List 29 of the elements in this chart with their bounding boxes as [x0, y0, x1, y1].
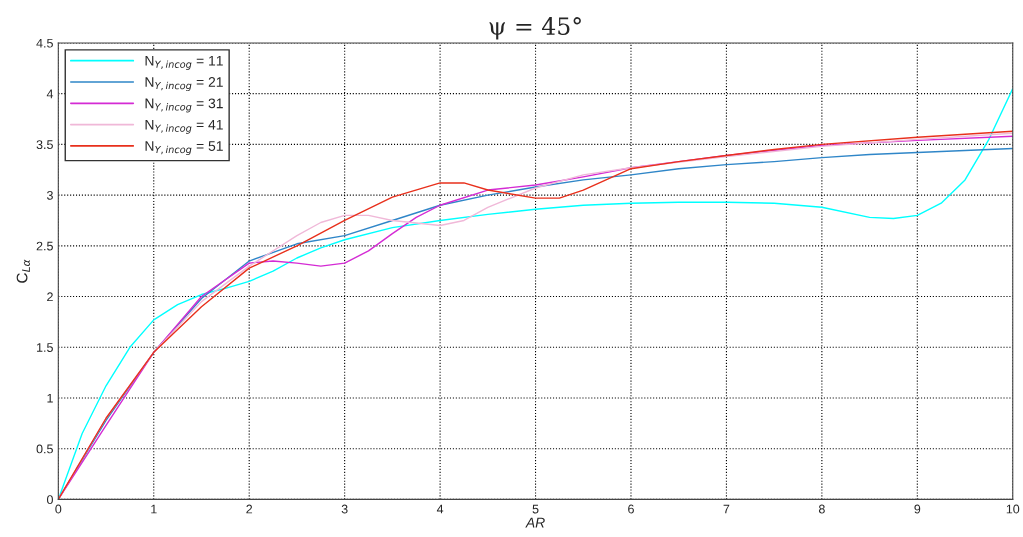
legend-label: N$_{Y,incog}$ = 41 [145, 119, 223, 134]
x-tick-label: 3 [341, 504, 348, 514]
x-axis-title: AR [525, 517, 545, 528]
y-tick-label: 1.5 [37, 343, 53, 352]
legend-label: N$_{Y,incog}$ = 51 [145, 141, 223, 156]
y-tick-label: 2.5 [36, 241, 53, 251]
x-tick-label: 9 [914, 504, 921, 514]
y-tick-label: 3 [46, 190, 53, 200]
y-tick-label: 0.5 [36, 444, 53, 454]
x-tick-label: 2 [246, 504, 253, 514]
x-tick-label: 4 [436, 504, 444, 514]
y-tick-label: 4 [46, 89, 54, 99]
chart-title: ψ = 45° [489, 17, 581, 40]
x-tick-label: 1 [151, 504, 157, 514]
x-tick-label: 6 [628, 504, 634, 514]
y-tick-label: 2 [47, 292, 53, 302]
y-tick-label: 4.5 [36, 38, 53, 48]
x-tick-label: 0 [55, 504, 62, 514]
legend-label: N$_{Y,incog}$ = 11 [145, 55, 223, 70]
y-tick-label: 3.5 [36, 140, 53, 150]
x-tick-label: 5 [532, 504, 539, 514]
y-tick-label: 0 [46, 495, 53, 505]
x-tick-label: 10 [1006, 504, 1020, 514]
y-tick-label: 1 [47, 393, 53, 403]
y-axis-title: C$_{Lα}$ [16, 259, 30, 283]
x-tick-label: 7 [723, 504, 730, 514]
legend-label: N$_{Y,incog}$ = 31 [145, 98, 223, 113]
x-tick-label: 8 [818, 504, 825, 514]
legend-label: N$_{Y,incog}$ = 21 [145, 77, 223, 92]
